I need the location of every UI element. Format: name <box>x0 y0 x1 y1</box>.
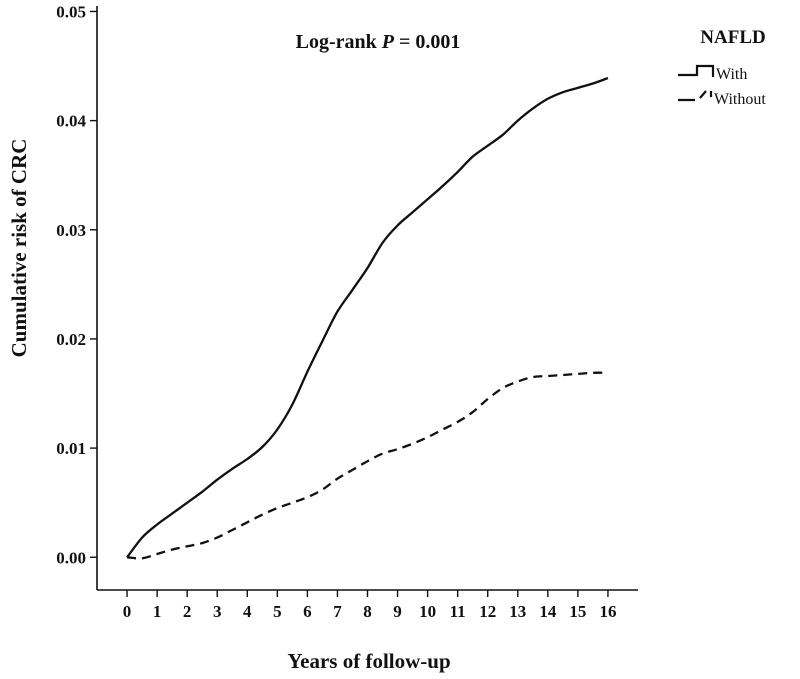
x-tick-label: 8 <box>363 602 372 621</box>
x-tick-label: 2 <box>183 602 192 621</box>
legend-label-without: Without <box>714 91 766 108</box>
y-tick-label: 0.01 <box>56 439 86 458</box>
y-tick-label: 0.00 <box>56 548 86 567</box>
x-tick-label: 1 <box>153 602 162 621</box>
y-axis-title: Cumulative risk of CRC <box>7 139 31 358</box>
x-tick-label: 16 <box>599 602 616 621</box>
x-tick-label: 3 <box>213 602 222 621</box>
series-line-without <box>127 371 608 560</box>
legend-title: NAFLD <box>700 27 765 48</box>
x-tick-label: 5 <box>273 602 282 621</box>
legend-swatch-without <box>678 90 713 102</box>
legend-label-with: With <box>716 66 747 83</box>
annotation-suffix: = 0.001 <box>394 31 460 53</box>
x-tick-label: 15 <box>569 602 586 621</box>
x-ticks: 0 1 2 3 4 5 6 7 8 9 10 11 12 13 14 15 16 <box>123 590 616 621</box>
legend-swatch-with <box>678 64 715 77</box>
y-ticks: 0.00 0.01 0.02 0.03 0.04 0.05 <box>56 2 97 567</box>
x-tick-label: 14 <box>539 602 557 621</box>
y-tick-label: 0.03 <box>56 221 86 240</box>
x-tick-label: 7 <box>333 602 342 621</box>
legend: NAFLD With Without <box>678 27 766 108</box>
annotation-prefix: Log-rank <box>296 31 382 53</box>
x-tick-label: 11 <box>450 602 466 621</box>
log-rank-annotation: Log-rank P = 0.001 <box>296 31 461 53</box>
x-tick-label: 6 <box>303 602 312 621</box>
x-tick-label: 12 <box>479 602 496 621</box>
x-tick-label: 10 <box>419 602 436 621</box>
y-tick-label: 0.04 <box>56 112 86 131</box>
x-axis-title: Years of follow-up <box>287 649 450 673</box>
x-tick-label: 9 <box>393 602 402 621</box>
x-tick-label: 13 <box>509 602 526 621</box>
x-tick-label: 4 <box>243 602 252 621</box>
series-lines <box>126 76 609 560</box>
y-tick-label: 0.05 <box>56 2 86 21</box>
annotation-p: P <box>381 31 395 53</box>
y-tick-label: 0.02 <box>56 330 86 349</box>
series-line-with <box>126 76 609 558</box>
x-tick-label: 0 <box>123 602 132 621</box>
